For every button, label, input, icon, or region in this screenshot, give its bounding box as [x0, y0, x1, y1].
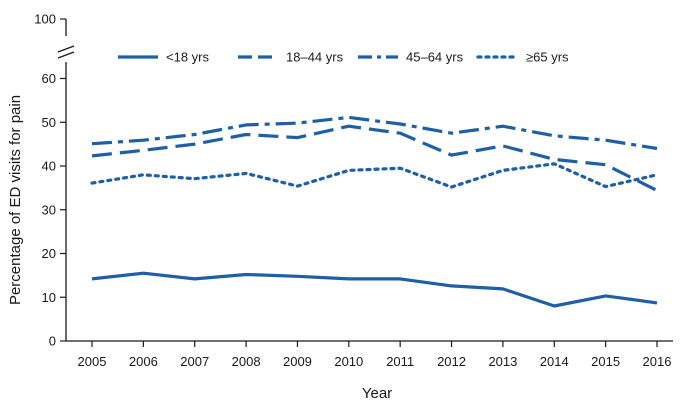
y-tick-label: 20 — [42, 246, 56, 261]
x-tick-label: 2009 — [283, 354, 312, 369]
x-tick-label: 2008 — [232, 354, 261, 369]
series-line-2 — [91, 115, 658, 151]
series-line-3 — [90, 162, 659, 189]
x-tick-label: 2014 — [540, 354, 569, 369]
legend-label-3: ≥65 yrs — [526, 50, 569, 65]
x-tick-label: 2016 — [643, 354, 672, 369]
y-tick-label: 50 — [42, 115, 56, 130]
legend-label-2: 45–64 yrs — [406, 50, 464, 65]
y-tick-label: 0 — [49, 334, 56, 349]
series-line-1 — [91, 124, 658, 192]
x-tick-label: 2006 — [129, 354, 158, 369]
axis-break-mark — [57, 45, 75, 53]
x-tick-label: 2015 — [591, 354, 620, 369]
x-tick-label: 2013 — [488, 354, 517, 369]
x-tick-label: 2005 — [78, 354, 107, 369]
x-tick-label: 2012 — [437, 354, 466, 369]
axis-break-mark — [57, 51, 75, 59]
legend: <18 yrs 18–44 yrs 45–64 yrs ≥65 yrs — [118, 50, 569, 65]
tick-labels: 0 10 20 30 40 50 60 100 2005 2006 2007 2008 2009 2010… — [34, 12, 671, 370]
series-line-0 — [91, 271, 658, 308]
x-tick-label: 2011 — [386, 354, 414, 369]
y-tick-label: 30 — [42, 202, 56, 217]
y-tick-label: 60 — [42, 71, 56, 86]
legend-label-1: 18–44 yrs — [286, 50, 344, 65]
y-tick-label: 10 — [42, 290, 56, 305]
y-tick-label: 100 — [34, 12, 56, 27]
x-tick-label: 2007 — [180, 354, 209, 369]
legend-label-0: <18 yrs — [166, 50, 209, 65]
series-lines — [90, 115, 659, 308]
y-axis-title: Percentage of ED visits for pain — [7, 95, 24, 305]
axes — [57, 18, 673, 347]
y-tick-label: 40 — [42, 159, 56, 174]
x-axis-title: Year — [362, 385, 392, 402]
x-tick-label: 2010 — [334, 354, 363, 369]
